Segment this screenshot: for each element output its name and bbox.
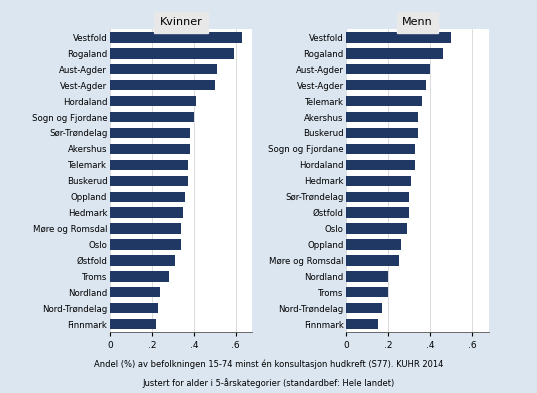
- Title: Kvinner: Kvinner: [160, 17, 202, 27]
- Bar: [346, 160, 416, 170]
- Bar: [346, 48, 442, 59]
- Bar: [346, 128, 418, 138]
- Bar: [346, 176, 411, 186]
- Bar: [346, 64, 430, 74]
- Bar: [110, 223, 182, 234]
- Bar: [346, 239, 401, 250]
- Bar: [346, 80, 426, 90]
- Bar: [110, 255, 175, 266]
- Bar: [110, 191, 185, 202]
- Bar: [110, 271, 169, 281]
- Bar: [346, 287, 388, 298]
- Bar: [346, 191, 409, 202]
- Bar: [110, 32, 242, 42]
- Bar: [110, 64, 217, 74]
- Bar: [346, 255, 398, 266]
- Bar: [110, 96, 196, 107]
- Bar: [346, 271, 388, 281]
- Bar: [110, 112, 194, 122]
- Bar: [110, 80, 215, 90]
- Bar: [346, 96, 422, 107]
- Title: Menn: Menn: [402, 17, 433, 27]
- Text: Justert for alder i 5-årskategorier (standardbef: Hele landet): Justert for alder i 5-årskategorier (sta…: [142, 378, 395, 388]
- Bar: [346, 223, 407, 234]
- Bar: [110, 160, 187, 170]
- Bar: [346, 208, 409, 218]
- Bar: [110, 208, 183, 218]
- Bar: [346, 32, 451, 42]
- Bar: [110, 287, 161, 298]
- Bar: [110, 128, 190, 138]
- Bar: [346, 319, 378, 329]
- Bar: [110, 48, 234, 59]
- Bar: [346, 303, 382, 313]
- Bar: [110, 176, 187, 186]
- Bar: [346, 112, 418, 122]
- Bar: [110, 319, 156, 329]
- Bar: [110, 303, 158, 313]
- Text: Andel (%) av befolkningen 15-74 minst én konsultasjon hudkreft (S77). KUHR 2014: Andel (%) av befolkningen 15-74 minst én…: [94, 360, 443, 369]
- Bar: [110, 144, 190, 154]
- Bar: [346, 144, 416, 154]
- Bar: [110, 239, 182, 250]
